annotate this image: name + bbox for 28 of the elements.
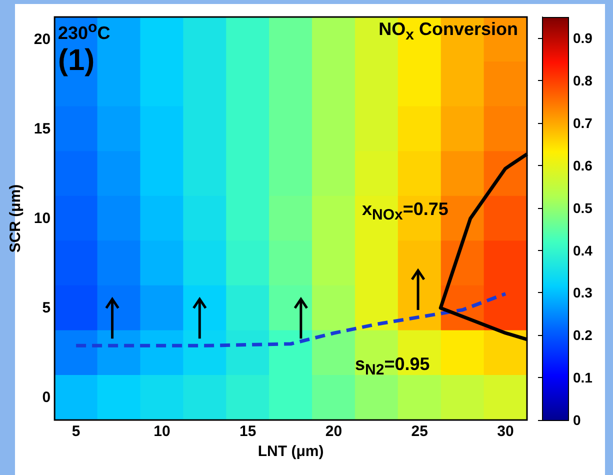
x-tick-label: 10: [154, 423, 170, 440]
y-tick-label: 0: [42, 389, 51, 406]
y-tick-label: 20: [34, 30, 51, 48]
color-bar-label: 0.5: [573, 200, 593, 216]
color-bar-label: 0: [573, 412, 581, 428]
annotation: NO$_{x}$ Conversion: [378, 19, 518, 44]
annotation: (1): [58, 44, 95, 77]
y-tick-label: 5: [42, 300, 51, 317]
x-tick-label: 15: [240, 423, 256, 440]
x-tick-label: 25: [411, 423, 428, 440]
color-bar-label: 0.8: [573, 72, 593, 89]
annotation: s$_{N2}$=0.95: [355, 354, 430, 380]
color-bar-label: 0.4: [573, 242, 593, 258]
color-bar-label: 0.7: [573, 115, 593, 132]
color-bar-label: 0.1: [573, 370, 593, 386]
x-tick-label: 20: [325, 423, 342, 440]
x-tick-label: 5: [72, 423, 80, 440]
color-bar-label: 0.2: [573, 327, 593, 344]
color-bar-label: 0.9: [573, 30, 593, 46]
color-bar-label: 0.3: [573, 284, 593, 301]
annotation: x$_{NOx}$=0.75: [362, 199, 448, 224]
y-tick-label: 10: [34, 210, 51, 227]
y-tick-label: 15: [34, 120, 51, 138]
y-axis-title: SCR (μm): [7, 184, 24, 253]
color-bar-label: 0.6: [573, 157, 593, 174]
annotation: 230$^{o}$C: [58, 19, 110, 44]
x-tick-label: 30: [497, 423, 514, 440]
x-axis-title: LNT (μm): [258, 442, 324, 460]
